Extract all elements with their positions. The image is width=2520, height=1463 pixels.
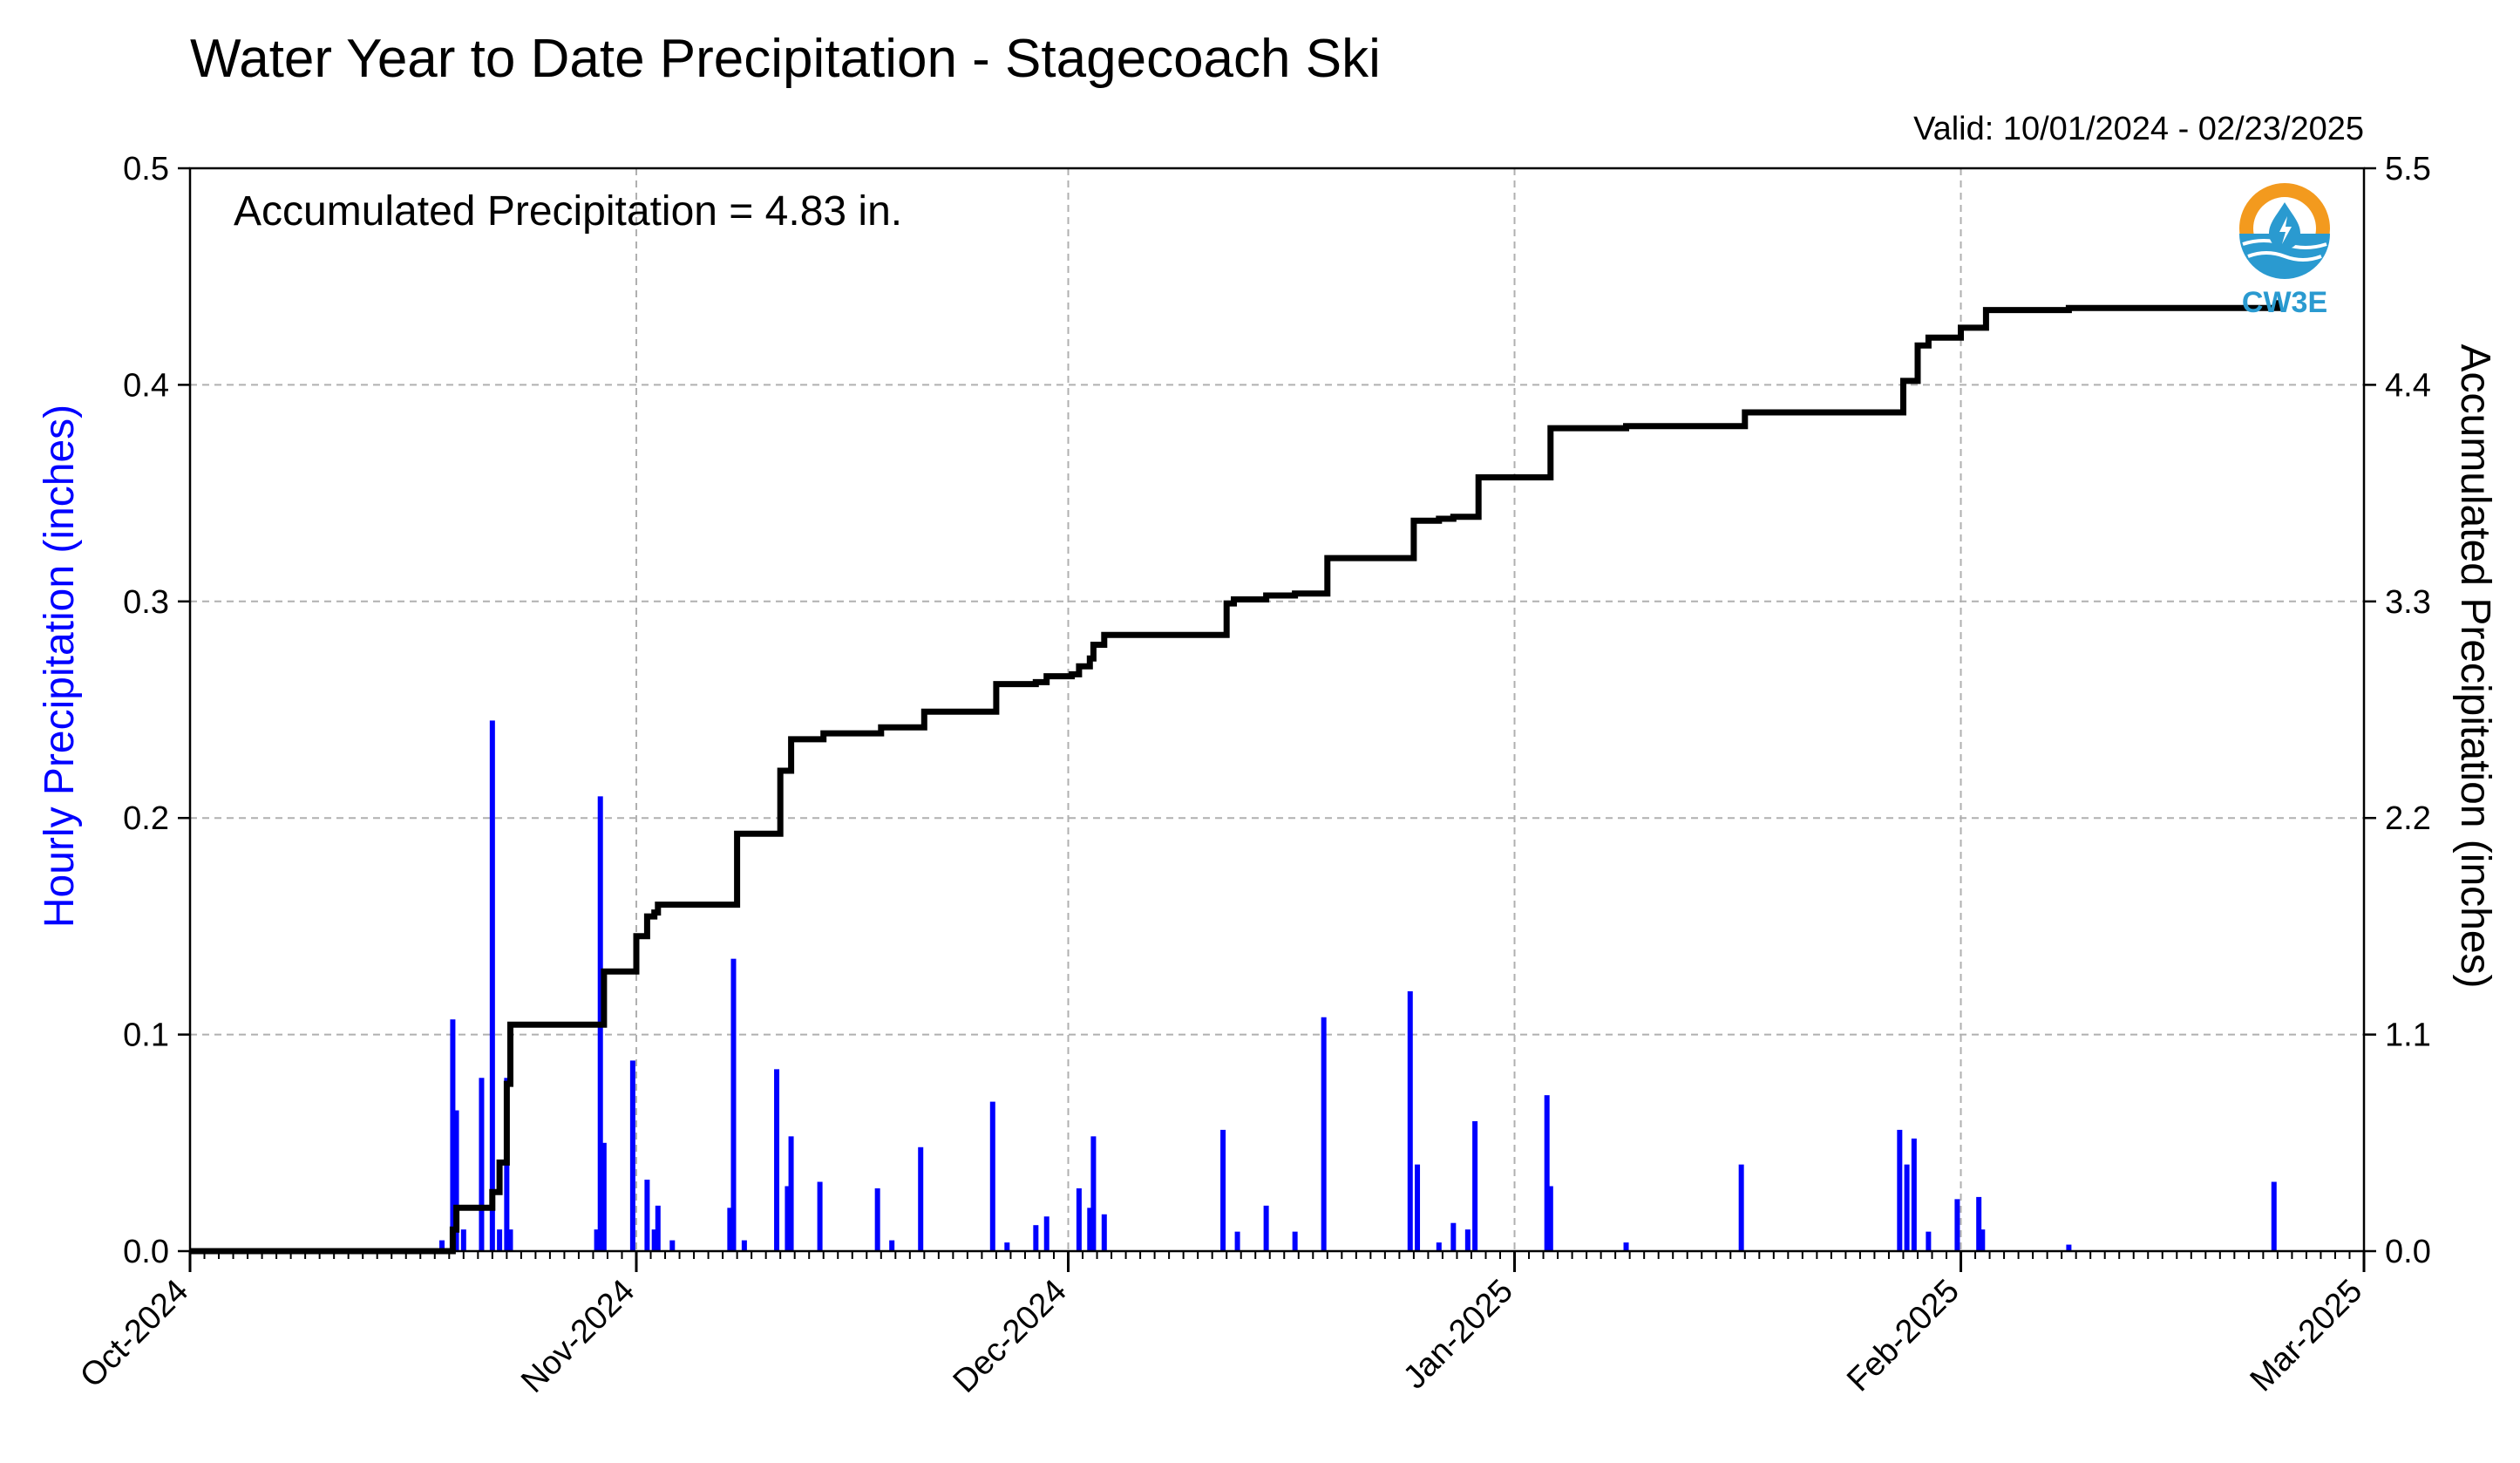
x-tick-label: Jan-2025	[1396, 1273, 1520, 1397]
hourly-precip-bar	[1911, 1138, 1917, 1251]
right-y-tick-label: 3.3	[2385, 584, 2431, 621]
left-y-tick-label: 0.0	[123, 1234, 169, 1270]
right-axis-label: Accumulated Precipitation (inches)	[2452, 344, 2498, 988]
hourly-precip-bar	[655, 1205, 661, 1251]
x-tick-label: Dec-2024	[947, 1273, 1074, 1400]
hourly-precip-bar	[497, 1229, 503, 1251]
hourly-precip-bar	[601, 1142, 607, 1251]
hourly-precip-bar	[1234, 1231, 1240, 1251]
hourly-precip-bar	[1436, 1242, 1442, 1251]
hourly-precip-bar	[2066, 1244, 2072, 1251]
hourly-precip-bar	[1472, 1120, 1478, 1251]
x-tick-label: Feb-2025	[1840, 1273, 1966, 1399]
hourly-precip-bar	[1623, 1242, 1629, 1251]
hourly-precip-bar	[1101, 1214, 1107, 1251]
hourly-precip-bar	[1076, 1187, 1082, 1251]
hourly-precip-bar	[874, 1187, 880, 1251]
hourly-precip-bar	[788, 1136, 794, 1251]
tick-labels: 0.0 0.1 0.2 0.3 0.4 0.5 0.0 1.1 2.2 3.3 4.4 5.5 Oct-…	[73, 151, 2431, 1400]
hourly-precip-bar	[817, 1181, 823, 1251]
left-y-tick-label: 0.3	[123, 584, 169, 621]
hourly-precip-bar	[489, 720, 495, 1251]
hourly-precip-bar	[1090, 1136, 1097, 1251]
grid-lines	[190, 168, 2364, 1251]
hourly-precip-bar	[730, 958, 737, 1251]
hourly-precip-bar	[651, 1229, 657, 1251]
left-y-tick-label: 0.4	[123, 367, 169, 404]
hourly-precip-bar	[1220, 1129, 1226, 1251]
hourly-precip-bar	[1954, 1199, 1960, 1251]
hourly-precip-bar	[644, 1180, 650, 1251]
hourly-precip-bar	[594, 1229, 600, 1251]
left-y-tick-label: 0.1	[123, 1017, 169, 1054]
x-tick-label: Mar-2025	[2244, 1273, 2370, 1399]
hourly-precip-bar	[1450, 1222, 1457, 1251]
hourly-precip-bar	[1415, 1164, 1421, 1251]
hourly-precip-bar	[1033, 1225, 1039, 1251]
right-y-tick-label: 1.1	[2385, 1017, 2431, 1054]
chart-title: Water Year to Date Precipitation - Stage…	[190, 29, 1381, 89]
right-y-tick-label: 4.4	[2385, 367, 2431, 404]
right-y-tick-label: 5.5	[2385, 151, 2431, 187]
x-tick-label: Nov-2024	[514, 1273, 642, 1400]
hourly-precipitation-bars	[439, 720, 2277, 1251]
hourly-precip-bar	[989, 1101, 995, 1251]
left-y-tick-label: 0.5	[123, 151, 169, 187]
hourly-precip-bar	[774, 1069, 780, 1251]
axes	[178, 167, 2376, 1272]
hourly-precip-bar	[669, 1240, 676, 1251]
hourly-precip-bar	[1904, 1164, 1910, 1251]
hourly-precip-bar	[479, 1078, 485, 1251]
logo-text: CW3E	[2242, 286, 2327, 319]
hourly-precip-bar	[889, 1240, 895, 1251]
accumulated-precip-line	[190, 300, 2281, 1255]
hourly-precip-bar	[439, 1240, 445, 1251]
hourly-precip-bar	[1321, 1017, 1327, 1251]
hourly-precip-bar	[1976, 1196, 1982, 1251]
hourly-precip-bar	[1004, 1242, 1010, 1251]
hourly-precip-bar	[785, 1186, 791, 1251]
hourly-precip-bar	[1292, 1231, 1298, 1251]
logo-wave-2	[2247, 251, 2322, 262]
right-y-tick-label: 0.0	[2385, 1234, 2431, 1270]
hourly-precip-bar	[1544, 1095, 1550, 1251]
cw3e-logo: CW3E	[2239, 183, 2330, 319]
hourly-precip-bar	[1407, 990, 1413, 1251]
valid-range: Valid: 10/01/2024 - 02/23/2025	[1913, 111, 2364, 147]
hourly-precip-bar	[507, 1229, 513, 1251]
logo-bolt	[2279, 216, 2292, 244]
hourly-precip-bar	[1926, 1231, 1932, 1251]
accumulated-annotation: Accumulated Precipitation = 4.83 in.	[234, 188, 902, 235]
hourly-precip-bar	[1263, 1205, 1269, 1251]
accumulated-precipitation-line	[190, 300, 2281, 1255]
hourly-precip-bar	[453, 1110, 459, 1251]
left-y-tick-label: 0.2	[123, 800, 169, 837]
left-axis-label: Hourly Precipitation (inches)	[37, 405, 83, 928]
hourly-precip-bar	[741, 1240, 747, 1251]
hourly-precip-bar	[1087, 1208, 1093, 1251]
hourly-precip-bar	[460, 1229, 466, 1251]
hourly-precip-bar	[918, 1147, 924, 1251]
hourly-precip-bar	[1464, 1229, 1471, 1251]
hourly-precip-bar	[1547, 1186, 1553, 1251]
hourly-precip-bar	[1980, 1229, 1986, 1251]
hourly-precip-bar	[1738, 1164, 1744, 1251]
hourly-precip-bar	[727, 1208, 733, 1251]
hourly-precip-bar	[1897, 1129, 1903, 1251]
hourly-precip-bar	[450, 1019, 456, 1251]
right-y-tick-label: 2.2	[2385, 800, 2431, 837]
hourly-precip-bar	[2271, 1181, 2277, 1251]
hourly-precip-bar	[1043, 1216, 1049, 1251]
plot-frame	[188, 167, 2366, 1253]
x-tick-label: Oct-2024	[73, 1273, 195, 1395]
hourly-precip-bar	[629, 1060, 635, 1251]
